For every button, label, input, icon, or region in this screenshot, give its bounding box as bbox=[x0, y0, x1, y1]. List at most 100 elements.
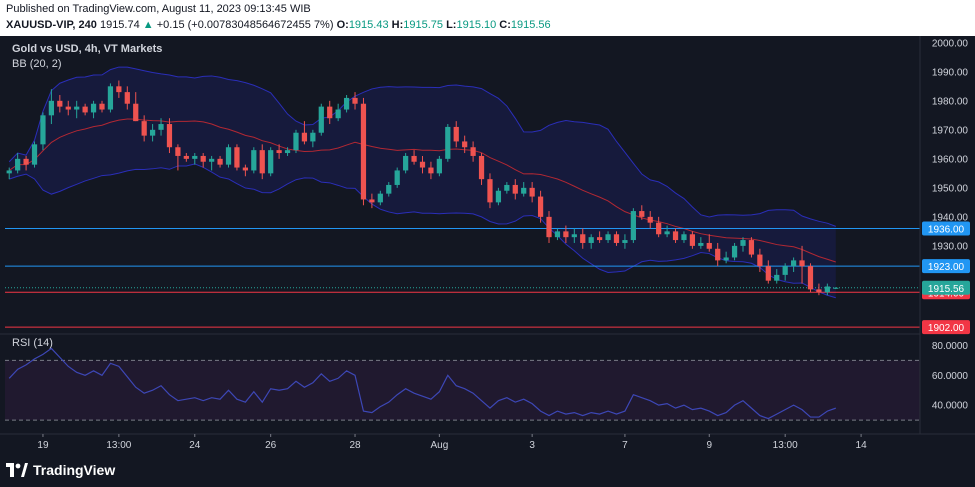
time-tick-label: 26 bbox=[265, 440, 277, 451]
candle-body bbox=[234, 147, 240, 168]
tradingview-brand[interactable]: TradingView bbox=[6, 462, 115, 478]
candle-body bbox=[242, 167, 248, 171]
candle-body bbox=[731, 245, 738, 258]
candle-body bbox=[487, 179, 493, 203]
high-label: H: bbox=[391, 19, 404, 31]
candle-body bbox=[807, 266, 814, 290]
candle-body bbox=[436, 158, 442, 174]
level-label-1: 1923.00 bbox=[928, 262, 965, 273]
candle-body bbox=[639, 211, 645, 217]
candle-body bbox=[158, 124, 164, 130]
candle-body bbox=[529, 187, 535, 197]
level-label-3: 1902.00 bbox=[928, 323, 965, 334]
candle-body bbox=[23, 158, 29, 165]
candle-body bbox=[546, 216, 552, 238]
time-tick-label: 19 bbox=[37, 440, 49, 451]
time-tick-label: 3 bbox=[529, 440, 535, 451]
candle-body bbox=[571, 234, 577, 238]
price-tick-label: 2000.00 bbox=[932, 38, 969, 49]
candle-body bbox=[715, 248, 721, 261]
candle-body bbox=[656, 222, 662, 235]
candle-body bbox=[504, 184, 510, 191]
candle-body bbox=[200, 155, 206, 162]
candle-body bbox=[343, 97, 350, 110]
candle-body bbox=[672, 231, 679, 241]
rsi-indicator-label[interactable]: RSI (14) bbox=[12, 337, 53, 349]
open-value: 1915.43 bbox=[348, 19, 389, 31]
time-tick-label: 13:00 bbox=[773, 440, 798, 451]
candle-body bbox=[495, 190, 502, 203]
candle-body bbox=[209, 158, 215, 162]
candle-body bbox=[90, 103, 97, 113]
candle-body bbox=[799, 260, 805, 267]
time-tick-label: 28 bbox=[349, 440, 361, 451]
candle-body bbox=[419, 161, 426, 168]
candle-body bbox=[377, 193, 383, 203]
candle-body bbox=[31, 144, 38, 165]
rsi-tick-label: 80.0000 bbox=[932, 341, 969, 352]
close-value: 1915.56 bbox=[510, 19, 551, 31]
price-change: +0.15 (+0.00783048564672455 7%) bbox=[156, 19, 334, 31]
candle-body bbox=[630, 211, 636, 241]
candle-body bbox=[40, 115, 46, 145]
candle-body bbox=[563, 231, 569, 238]
candle-body bbox=[622, 240, 628, 243]
candle-body bbox=[394, 170, 400, 185]
price-tick-label: 1990.00 bbox=[932, 67, 969, 78]
change-arrow: ▲ bbox=[142, 19, 154, 31]
price-tick-label: 1940.00 bbox=[932, 212, 969, 223]
candle-body bbox=[790, 260, 797, 267]
candle-body bbox=[824, 286, 830, 293]
candle-body bbox=[462, 141, 468, 148]
high-value: 1915.75 bbox=[403, 19, 444, 31]
candle-body bbox=[453, 126, 459, 142]
candle-body bbox=[327, 106, 333, 119]
candle-body bbox=[554, 231, 561, 238]
rsi-tick-label: 60.0000 bbox=[932, 371, 969, 382]
rsi-tick-label: 40.0000 bbox=[932, 401, 969, 412]
candle-body bbox=[748, 240, 755, 255]
candle-body bbox=[757, 254, 763, 267]
level-tag-0 bbox=[922, 221, 970, 236]
low-label: L: bbox=[446, 19, 457, 31]
candle-body bbox=[310, 132, 316, 142]
candle-body bbox=[681, 234, 687, 241]
candle-body bbox=[664, 231, 670, 235]
level-tag-3 bbox=[922, 320, 970, 335]
last-price: 1915.74 bbox=[99, 19, 140, 31]
rsi-line bbox=[8, 347, 836, 420]
price-chart[interactable]: 1936.001923.001914.001902.001915.562000.… bbox=[0, 36, 975, 462]
candle-body bbox=[360, 103, 367, 200]
bb-indicator-label[interactable]: BB (20, 2) bbox=[12, 58, 62, 70]
price-tick-label: 1930.00 bbox=[932, 241, 969, 252]
candle-body bbox=[251, 150, 257, 171]
candle-body bbox=[259, 150, 265, 174]
candle-body bbox=[597, 237, 603, 241]
candle-body bbox=[48, 100, 55, 116]
close-label: C: bbox=[499, 19, 511, 31]
candle-body bbox=[276, 150, 282, 154]
candle-body bbox=[723, 257, 729, 261]
candle-body bbox=[774, 274, 780, 281]
rsi-band-fill bbox=[5, 360, 920, 421]
candle-body bbox=[268, 150, 274, 174]
candle-body bbox=[369, 199, 375, 203]
candle-body bbox=[293, 132, 299, 151]
candle-body bbox=[698, 242, 704, 246]
candle-body bbox=[57, 100, 63, 107]
candle-body bbox=[537, 196, 544, 217]
price-tick-label: 1950.00 bbox=[932, 183, 969, 194]
candle-body bbox=[647, 216, 653, 223]
time-tick-label: 7 bbox=[622, 440, 628, 451]
candle-body bbox=[99, 103, 105, 110]
level-label-0: 1936.00 bbox=[928, 224, 965, 235]
candle-body bbox=[782, 266, 788, 275]
price-tick-label: 1960.00 bbox=[932, 154, 969, 165]
candle-body bbox=[335, 109, 341, 119]
candle-body bbox=[133, 103, 139, 122]
symbol-label: XAUUSD-VIP, 240 bbox=[6, 19, 97, 31]
candle-body bbox=[512, 184, 518, 194]
open-label: O: bbox=[336, 19, 349, 31]
time-tick-label: 24 bbox=[189, 440, 201, 451]
candle-body bbox=[149, 129, 156, 136]
